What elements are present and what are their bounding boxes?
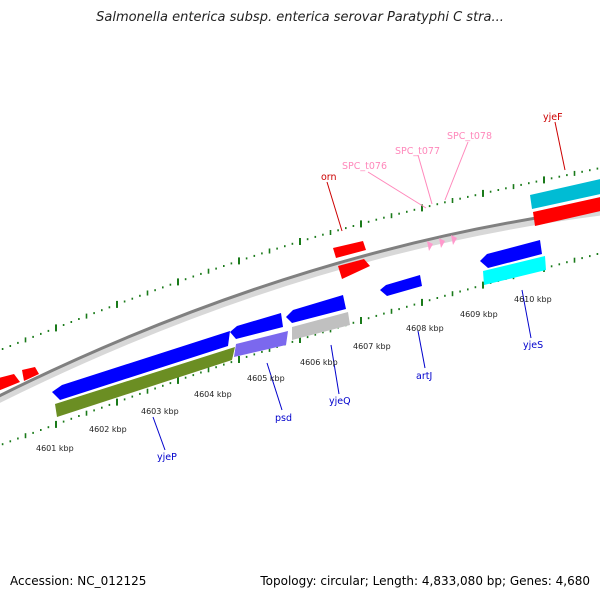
genome-title: Salmonella enterica subsp. enterica sero…	[96, 10, 504, 25]
leader-orn	[326, 181, 343, 232]
genome-stats-label: Topology: circular; Length: 4,833,080 bp…	[260, 574, 590, 588]
cds-yjeQ-feature[interactable]	[292, 312, 350, 340]
gene-label-yjeQ[interactable]: yjeQ	[329, 396, 351, 407]
rna-spc-t076-feature	[427, 241, 433, 251]
tick-marks	[1, 167, 599, 446]
gene-yjeS-feature[interactable]	[480, 240, 542, 268]
kbp-labels: 4601 kbp 4602 kbp 4603 kbp 4604 kbp 4605…	[36, 295, 552, 453]
kbp-label: 4609 kbp	[460, 310, 498, 319]
gene-artJ-feature[interactable]	[380, 275, 422, 296]
gene-label-spc-t077[interactable]: SPC_t077	[395, 146, 440, 157]
rna-spc-t078-feature	[451, 235, 457, 245]
genome-backbone-shadow	[0, 209, 600, 403]
kbp-label: 4608 kbp	[406, 324, 444, 333]
gene-label-yjeP[interactable]: yjeP	[157, 452, 177, 463]
kbp-label: 4604 kbp	[194, 390, 232, 399]
gene-label-psd[interactable]: psd	[275, 413, 292, 424]
leader-spc-t076	[367, 171, 427, 209]
leader-yjeF	[554, 121, 566, 171]
gene-label-yjeF[interactable]: yjeF	[543, 112, 563, 123]
gene-label-spc-t076[interactable]: SPC_t076	[342, 161, 387, 172]
leader-artJ	[417, 330, 426, 369]
leader-psd	[266, 362, 283, 411]
label-leader-lines	[152, 121, 566, 451]
kbp-label: 4605 kbp	[247, 374, 285, 383]
gene-yjeP-feature[interactable]	[52, 331, 230, 400]
leader-spc-t077	[417, 154, 433, 205]
leader-yjeQ	[330, 344, 340, 395]
gene-orn-feature[interactable]	[333, 241, 366, 258]
kbp-label: 4610 kbp	[514, 295, 552, 304]
kbp-label: 4606 kbp	[300, 358, 338, 367]
gene-yjeF-feature[interactable]	[533, 196, 600, 226]
gene-left-1-feature[interactable]	[0, 374, 20, 391]
gene-psd-feature[interactable]	[230, 313, 283, 339]
gene-yjeQ-feature[interactable]	[286, 295, 346, 323]
cds-yjeP-feature[interactable]	[55, 347, 235, 417]
accession-label: Accession: NC_012125	[10, 574, 147, 588]
kbp-label: 4607 kbp	[353, 342, 391, 351]
cds-yjeS-feature[interactable]	[483, 256, 546, 285]
kbp-label: 4602 kbp	[89, 425, 127, 434]
reverse-strand-features	[52, 240, 546, 417]
kbp-label: 4603 kbp	[141, 407, 179, 416]
gene-label-orn[interactable]: orn	[321, 172, 337, 183]
gene-label-artJ[interactable]: artJ	[416, 371, 432, 382]
gene-labels: orn yjeF SPC_t076 SPC_t077 SPC_t078 yjeP…	[157, 112, 563, 463]
gene-left-2-feature[interactable]	[22, 367, 39, 381]
cds-yjeF-feature[interactable]	[530, 178, 600, 209]
leader-yjeP	[152, 416, 166, 451]
cds-psd-feature[interactable]	[234, 331, 288, 357]
leader-yjeS	[521, 289, 532, 339]
forward-strand-features	[0, 178, 600, 391]
gene-label-spc-t078[interactable]: SPC_t078	[447, 131, 492, 142]
gene-label-yjeS[interactable]: yjeS	[523, 340, 543, 351]
rna-spc-t077-feature	[439, 238, 445, 248]
leader-spc-t078	[444, 141, 469, 201]
kbp-label: 4601 kbp	[36, 444, 74, 453]
genome-backbone	[0, 207, 600, 398]
cds-orn-feature[interactable]	[338, 259, 370, 279]
